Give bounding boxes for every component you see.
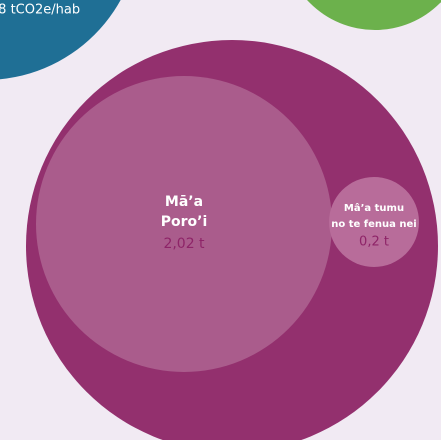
partial-label: 08 tCO2e/hab xyxy=(0,3,80,18)
inner-bubble xyxy=(36,76,332,372)
bubble-value: 0,2 t xyxy=(359,235,389,250)
bubble-label: Mâ’a tumu xyxy=(344,202,404,214)
blue-bubble xyxy=(0,0,121,80)
bubble-value: 2,02 t xyxy=(163,236,205,252)
bubble-label: no te fenua nei xyxy=(331,219,416,230)
green-bubble xyxy=(307,0,441,30)
bubble-label: Poro’i xyxy=(161,214,208,230)
bubble-label: Mā’a xyxy=(165,194,203,210)
small-bubble xyxy=(329,177,419,267)
